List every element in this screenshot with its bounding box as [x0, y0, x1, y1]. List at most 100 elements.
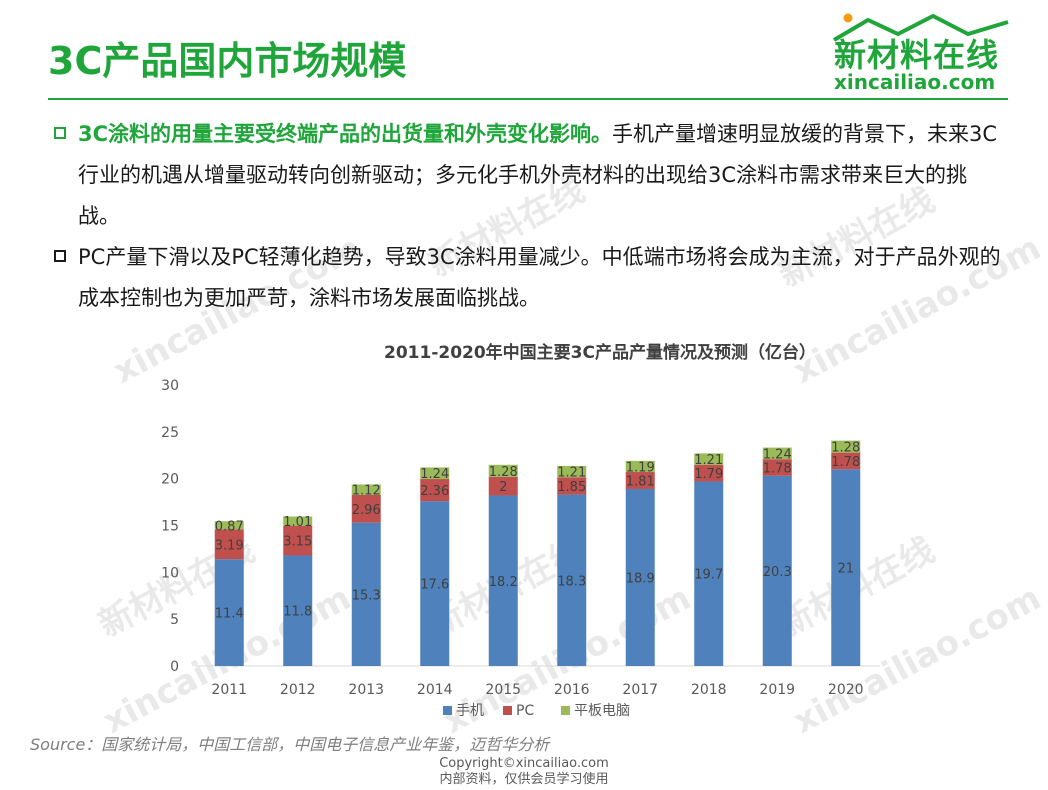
- legend-swatch-手机: [443, 706, 452, 715]
- bullet-item: PC产量下滑以及PC轻薄化趋势，导致3C涂料用量减少。中低端市场将会成为主流，对…: [52, 237, 1002, 319]
- data-label: 1.79: [694, 467, 723, 482]
- x-tick-label: 2018: [691, 682, 727, 698]
- y-tick-label: 15: [161, 519, 179, 535]
- x-tick-label: 2013: [348, 682, 384, 698]
- x-tick-label: 2015: [485, 682, 521, 698]
- bullet-text: 手机产量增速明显放缓的背景下，未来3C行业的机遇从增量驱动转向创新驱动；多元化手…: [78, 122, 998, 228]
- bar-segment-平板电脑-2015: [488, 464, 518, 477]
- bar-segment-手机-2015: [488, 495, 518, 666]
- data-label: 21: [837, 562, 854, 577]
- data-label: 1.21: [694, 453, 723, 468]
- logo-roof-icon: [832, 13, 1009, 42]
- bar-segment-平板电脑-2016: [557, 465, 587, 478]
- bar-segment-手机-2013: [351, 522, 381, 666]
- data-label: 1.28: [831, 441, 860, 456]
- bullet-text: PC产量下滑以及PC轻薄化趋势，导致3C涂料用量减少。中低端市场将会成为主流，对…: [78, 245, 1001, 310]
- data-label: 2: [499, 480, 507, 495]
- y-tick-label: 30: [161, 378, 179, 394]
- bar-segment-手机-2012: [283, 555, 313, 666]
- data-label: 18.3: [557, 574, 586, 589]
- data-label: 1.78: [763, 462, 792, 477]
- legend-label: PC: [516, 703, 534, 719]
- bar-segment-平板电脑-2012: [283, 516, 313, 526]
- legend-swatch-平板电脑: [561, 706, 570, 715]
- x-tick-label: 2016: [554, 682, 590, 698]
- chart-title: 2011-2020年中国主要3C产品产量情况及预测（亿台）: [384, 343, 816, 363]
- bar-segment-平板电脑-2020: [831, 440, 861, 453]
- x-tick-label: 2017: [622, 682, 658, 698]
- bar-segment-平板电脑-2017: [625, 460, 655, 473]
- data-label: 0.87: [215, 519, 244, 534]
- bullet-list: 3C涂料的用量主要受终端产品的出货量和外壳变化影响。手机产量增速明显放缓的背景下…: [52, 114, 1002, 319]
- legend-label: 平板电脑: [574, 703, 630, 719]
- bar-segment-手机-2014: [420, 501, 450, 666]
- bar-segment-PC-2016: [557, 477, 587, 495]
- bar-segment-手机-2019: [762, 475, 792, 666]
- square-bullet-icon: [54, 127, 66, 139]
- logo-text-cn: 新材料在线: [834, 36, 1000, 74]
- bullet-highlight: 3C涂料的用量主要受终端产品的出货量和外壳变化影响。: [78, 122, 613, 146]
- bar-segment-PC-2012: [283, 525, 313, 556]
- y-tick-label: 10: [161, 565, 179, 581]
- data-label: 20.3: [763, 565, 792, 580]
- data-label: 3.15: [283, 535, 312, 550]
- bar-segment-手机-2018: [694, 481, 724, 666]
- bar-segment-手机-2020: [831, 469, 861, 666]
- logo-text-en: xincailiao.com: [834, 70, 996, 94]
- data-label: 1.85: [557, 480, 586, 495]
- bar-segment-手机-2017: [625, 488, 655, 666]
- data-label: 11.8: [283, 605, 312, 620]
- data-label: 2.36: [420, 484, 449, 499]
- data-label: 15.3: [352, 588, 381, 603]
- page-title: 3C产品国内市场规模: [48, 39, 407, 83]
- data-label: 1.19: [626, 460, 655, 475]
- x-tick-label: 2011: [211, 682, 247, 698]
- data-label: 19.7: [694, 568, 723, 583]
- bar-segment-手机-2011: [214, 559, 244, 666]
- y-tick-label: 5: [170, 612, 179, 628]
- square-bullet-icon: [54, 250, 66, 262]
- x-tick-label: 2012: [280, 682, 316, 698]
- x-tick-label: 2019: [759, 682, 795, 698]
- y-tick-label: 20: [161, 472, 179, 488]
- y-tick-label: 25: [161, 425, 179, 441]
- data-label: 1.21: [557, 466, 586, 481]
- data-label: 3.19: [215, 538, 244, 553]
- source-note: Source：国家统计局，中国工信部，中国电子信息产业年鉴，迈哲华分析: [30, 735, 550, 754]
- data-label: 1.81: [626, 474, 655, 489]
- bar-segment-PC-2017: [625, 472, 655, 489]
- x-tick-label: 2014: [417, 682, 453, 698]
- data-label: 1.28: [489, 465, 518, 480]
- legend-label: 手机: [456, 703, 484, 719]
- bar-segment-PC-2019: [762, 459, 792, 476]
- data-label: 18.9: [626, 571, 655, 586]
- data-label: 1.01: [283, 515, 312, 530]
- bar-segment-PC-2014: [420, 479, 450, 502]
- copyright: Copyright©xincailiao.com 内部资料，仅供会员学习使用: [0, 756, 1048, 788]
- bar-segment-手机-2016: [557, 494, 587, 666]
- data-label: 2.96: [352, 503, 381, 518]
- bar-segment-PC-2011: [214, 529, 244, 560]
- bar-segment-PC-2018: [694, 464, 724, 482]
- bar-segment-平板电脑-2013: [351, 484, 381, 495]
- bullet-item: 3C涂料的用量主要受终端产品的出货量和外壳变化影响。手机产量增速明显放缓的背景下…: [52, 114, 1002, 237]
- brand-logo: 新材料在线 xincailiao.com: [828, 12, 1018, 94]
- data-label: 11.4: [215, 607, 244, 622]
- title-divider: [48, 98, 1008, 100]
- bar-segment-PC-2020: [831, 452, 861, 470]
- x-tick-label: 2020: [828, 682, 864, 698]
- bar-segment-平板电脑-2019: [762, 447, 792, 460]
- data-label: 1.24: [420, 467, 449, 482]
- data-label: 1.24: [763, 447, 792, 462]
- bar-segment-平板电脑-2014: [420, 467, 450, 480]
- copyright-notice: 内部资料，仅供会员学习使用: [439, 772, 609, 787]
- bar-segment-平板电脑-2018: [694, 453, 724, 465]
- bar-segment-PC-2015: [488, 476, 518, 496]
- data-label: 1.12: [352, 484, 381, 499]
- bar-segment-平板电脑-2011: [214, 521, 244, 530]
- data-label: 18.2: [489, 575, 518, 590]
- y-tick-label: 0: [170, 659, 179, 675]
- copyright-line: Copyright©xincailiao.com: [439, 756, 609, 771]
- data-label: 17.6: [420, 578, 449, 593]
